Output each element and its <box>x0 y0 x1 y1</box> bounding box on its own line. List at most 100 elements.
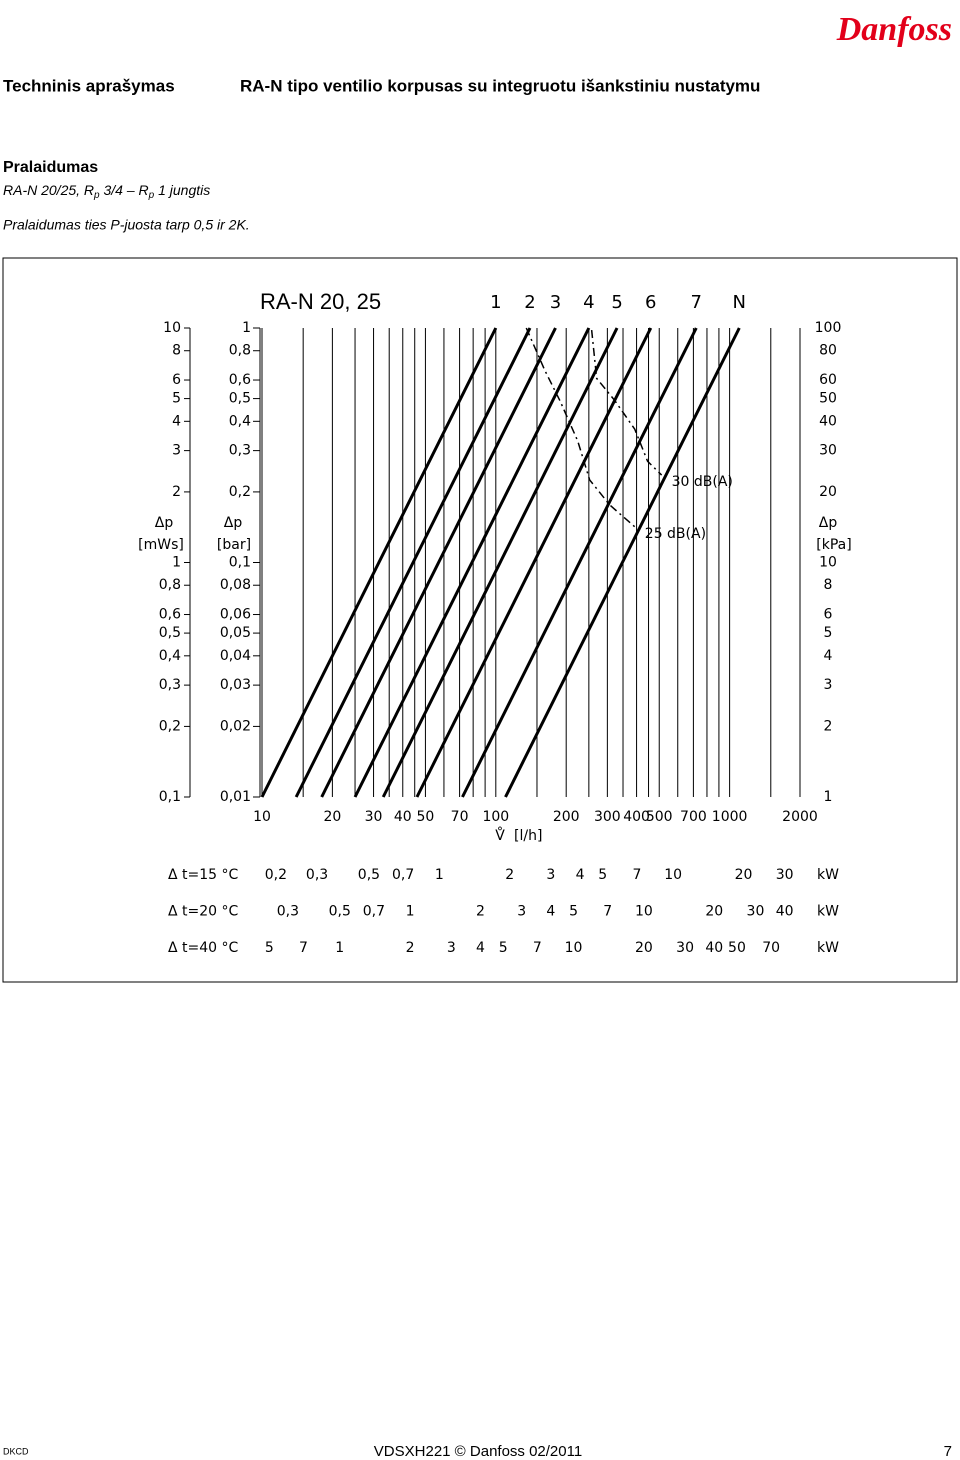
y-kpa-tick-label: 80 <box>819 343 837 359</box>
power-tick-label: 0,5 <box>358 867 380 883</box>
footer-doc: VDSXH221 © Danfoss 02/2011 <box>374 1443 582 1460</box>
power-tick-label: 7 <box>533 940 542 956</box>
x-tick-label: 400 <box>623 809 650 825</box>
y-mws-tick-label: 4 <box>172 413 181 429</box>
subtitle-sub: p <box>93 190 100 201</box>
y-mws-tick-label: 10 <box>163 320 181 336</box>
power-unit: kW <box>817 904 839 920</box>
power-tick-label: 0,5 <box>329 904 351 920</box>
y-mws-tick-label: 1 <box>172 555 181 571</box>
power-tick-label: 1 <box>435 867 444 883</box>
y-bar-unit: [bar] <box>217 537 251 553</box>
series-label: 1 <box>490 292 501 313</box>
left-title: Techninis aprašymas <box>3 76 175 95</box>
y-tick-label: 0,5 <box>229 391 251 407</box>
y-tick-label: 0,05 <box>220 625 251 641</box>
y-tick-label: 0,6 <box>229 372 251 388</box>
footer-page: 7 <box>944 1443 952 1460</box>
x-tick-label: 70 <box>451 809 469 825</box>
subtitle-part: RA-N 20/25, R <box>3 182 94 198</box>
y-mws-tick-label: 5 <box>172 391 181 407</box>
x-tick-label: 20 <box>323 809 341 825</box>
power-tick-label: 5 <box>598 867 607 883</box>
y-kpa-label: Δp <box>819 515 838 531</box>
x-tick-label: 200 <box>553 809 580 825</box>
y-kpa-tick-label: 5 <box>824 625 833 641</box>
section-heading: Pralaidumas <box>3 159 98 176</box>
power-tick-label: 2 <box>406 940 415 956</box>
x-tick-label: 100 <box>482 809 509 825</box>
series-label: 3 <box>550 292 561 313</box>
power-tick-label: 70 <box>762 940 780 956</box>
curve <box>320 327 557 798</box>
y-mws-tick-label: 0,5 <box>159 625 181 641</box>
power-tick-label: 50 <box>728 940 746 956</box>
footer-code: DKCD <box>3 1446 29 1456</box>
subtitle-part: 3/4 – R <box>100 182 149 198</box>
y-tick-label: 1 <box>242 320 251 336</box>
power-tick-label: 0,2 <box>265 867 287 883</box>
y-tick-label: 0,08 <box>220 577 251 593</box>
power-tick-label: 4 <box>576 867 585 883</box>
power-tick-label: 2 <box>505 867 514 883</box>
curve <box>461 327 698 798</box>
subtitle-sub: p <box>148 190 155 201</box>
subtitle-part: 1 jungtis <box>154 182 210 198</box>
power-tick-label: 0,7 <box>363 904 385 920</box>
y-tick-label: 0,03 <box>220 677 251 693</box>
y-kpa-tick-label: 100 <box>815 320 842 336</box>
series-label: 7 <box>691 292 702 313</box>
logo: Danfoss <box>836 11 952 48</box>
power-tick-label: 0,3 <box>306 867 328 883</box>
power-tick-label: 30 <box>676 940 694 956</box>
x-tick-label: 500 <box>646 809 673 825</box>
x-tick-label: 700 <box>680 809 707 825</box>
power-tick-label: 30 <box>776 867 794 883</box>
power-label: Δ t=15 °C <box>168 867 239 883</box>
series-label: 5 <box>611 292 622 313</box>
power-tick-label: 2 <box>476 904 485 920</box>
y-kpa-tick-label: 8 <box>824 577 833 593</box>
curve <box>294 327 532 798</box>
x-tick-label: 1000 <box>712 809 748 825</box>
power-tick-label: 3 <box>517 904 526 920</box>
power-tick-label: 1 <box>335 940 344 956</box>
y-mws-tick-label: 0,3 <box>159 677 181 693</box>
y-mws-tick-label: 0,4 <box>159 648 181 664</box>
x-tick-label: 40 <box>394 809 412 825</box>
power-label: Δ t=20 °C <box>168 904 239 920</box>
y-kpa-tick-label: 3 <box>824 677 833 693</box>
y-kpa-tick-label: 50 <box>819 391 837 407</box>
power-label: Δ t=40 °C <box>168 940 239 956</box>
power-tick-label: 30 <box>747 904 765 920</box>
y-kpa-tick-label: 2 <box>824 718 833 734</box>
y-mws-tick-label: 2 <box>172 484 181 500</box>
power-tick-label: 1 <box>406 904 415 920</box>
power-tick-label: 4 <box>476 940 485 956</box>
y-tick-label: 0,06 <box>220 607 251 623</box>
power-tick-label: 10 <box>635 904 653 920</box>
y-tick-label: 0,02 <box>220 718 251 734</box>
x-tick-label: 10 <box>253 809 271 825</box>
y-mws-tick-label: 0,8 <box>159 577 181 593</box>
chart-title: RA-N 20, 25 <box>260 289 381 314</box>
y-kpa-tick-label: 1 <box>824 789 833 805</box>
power-tick-label: 3 <box>447 940 456 956</box>
y-mws-tick-label: 8 <box>172 343 181 359</box>
power-tick-label: 40 <box>776 904 794 920</box>
power-unit: kW <box>817 940 839 956</box>
noise-label: 30 dB(A) <box>672 474 733 490</box>
curve <box>525 327 636 528</box>
x-tick-label: 2000 <box>782 809 818 825</box>
x-symbol: V̊ <box>495 827 505 844</box>
y-mws-tick-label: 0,6 <box>159 607 181 623</box>
power-tick-label: 0,3 <box>277 904 299 920</box>
y-tick-label: 0,3 <box>229 443 251 459</box>
curve <box>381 327 619 798</box>
chart-frame <box>2 257 958 983</box>
y-mws-unit: [mWs] <box>138 537 184 553</box>
curve <box>415 327 653 798</box>
series-label: 6 <box>645 292 656 313</box>
power-tick-label: 7 <box>299 940 308 956</box>
